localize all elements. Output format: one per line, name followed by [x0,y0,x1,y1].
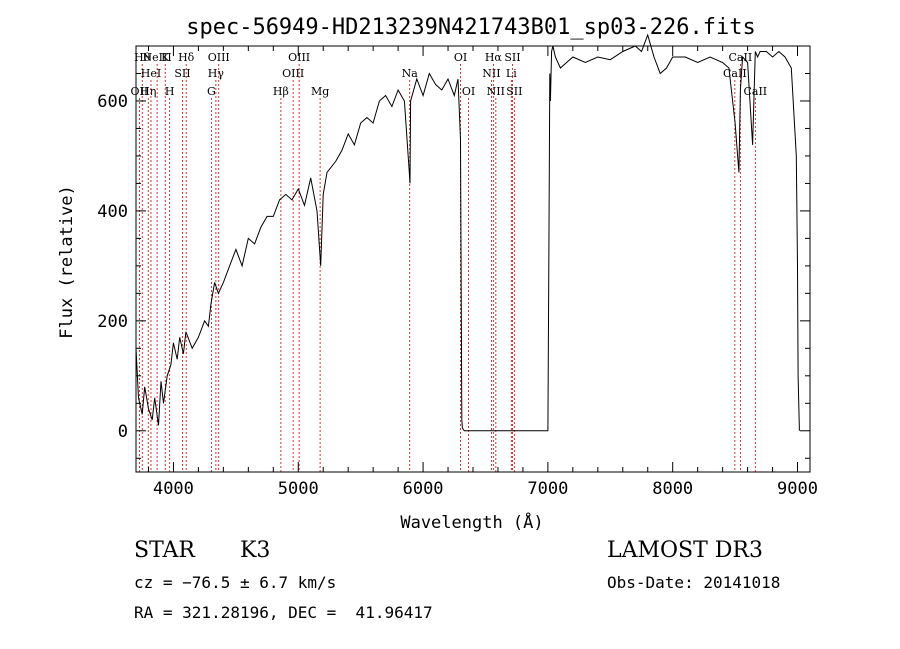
y-tick-label: 0 [118,422,128,442]
spectral-line-label: OI [454,51,467,64]
spectral-line-label: Hγ [208,67,225,80]
spectral-line-label: HeI [141,67,161,80]
y-tick-label: 200 [97,312,128,332]
spectral-line-label: Hα [485,51,503,64]
spectral-line-label: CaII [729,51,753,64]
x-tick-label: 6000 [403,479,444,499]
spectrum-series [135,33,800,432]
spectral-line-label: OI [462,85,475,98]
chart-title: spec-56949-HD213239N421743B01_sp03-226.f… [186,15,756,40]
spectral-line-label: OIII [208,51,230,64]
y-tick-label: 400 [97,202,128,222]
spectral-line-label: OII [131,85,149,98]
redshift-text: cz = −76.5 ± 6.7 km/s [134,573,337,592]
x-tick-label: 7000 [527,479,568,499]
spectral-line-label: OIII [288,51,310,64]
spectral-line-label: Na [402,67,419,80]
x-axis-label: Wavelength (Å) [400,511,543,533]
spectral-line-label: K [161,51,170,64]
spectral-line-label: CaII [743,85,767,98]
spectral-line-label: OIII [282,67,304,80]
spectral-line-label: NII [482,67,500,80]
spectral-line-label: SII [174,67,190,80]
spectral-line-label: H [165,85,175,98]
spectral-line-label: Mg [311,85,329,98]
spectral-type: K3 [240,538,271,563]
survey-name: LAMOST DR3 [607,538,763,563]
spectral-line-label: Hδ [178,51,195,64]
x-tick-label: 8000 [652,479,693,499]
spectral-line-label: NeIII [143,51,172,64]
spectrum-line [135,33,800,432]
spectral-line-label: NII [487,85,505,98]
spectral-line-label: Li [506,67,517,80]
spectral-line-label: Hθ [134,51,151,64]
y-axis-label: Flux (relative) [57,185,77,339]
x-tick-label: 9000 [777,479,818,499]
x-tick-label: 4000 [153,479,194,499]
chart-axes: 4000 5000 6000 7000 8000 9000 0 200 400 600 [97,45,818,499]
object-type: STAR [134,538,195,563]
y-tick-label: 600 [97,92,128,112]
plot-frame [135,45,811,473]
obs-date: Obs-Date: 20141018 [607,573,781,592]
x-tick-label: 5000 [278,479,319,499]
spectral-line-label: G [207,85,216,98]
spectrum-chart: spec-56949-HD213239N421743B01_sp03-226.f… [57,15,818,533]
ra-dec-coordinates: RA = 321.28196, DEC = 41.96417 [134,603,433,622]
spectral-line-label: CaII [723,67,747,80]
spectral-line-label: SII [504,51,520,64]
spectral-line-label: SII [506,85,522,98]
spectral-line-label: Hβ [273,85,289,98]
spectral-line-label: Hη [140,85,156,98]
